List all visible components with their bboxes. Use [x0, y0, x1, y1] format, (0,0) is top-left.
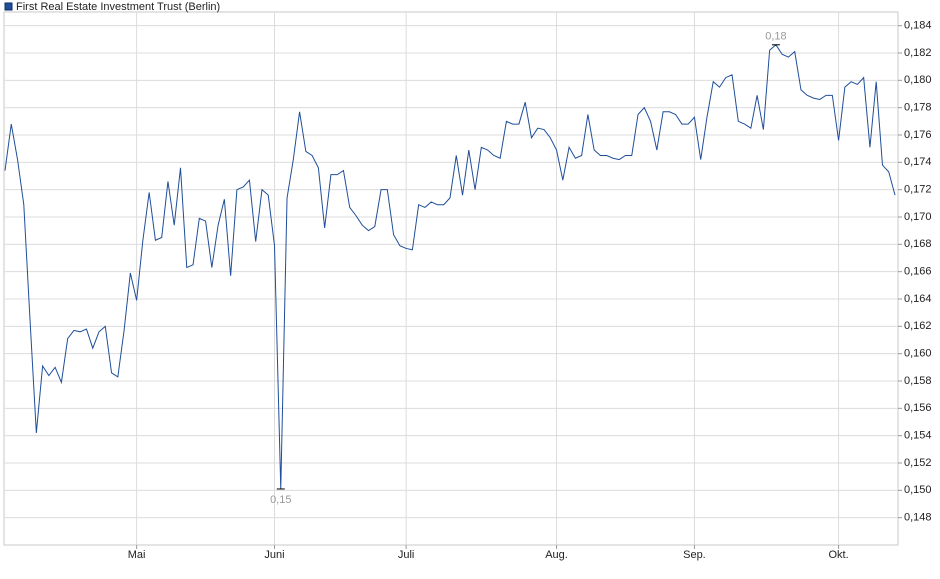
plot-frame: [3, 11, 899, 546]
y-tick-label: 0,184: [904, 20, 932, 32]
y-tick-label: 0,182: [904, 47, 932, 59]
y-tick-label: 0,154: [904, 430, 932, 442]
legend-swatch: [4, 2, 13, 11]
y-tick-label: 0,174: [904, 156, 932, 168]
y-tick-label: 0,152: [904, 457, 932, 469]
y-tick-label: 0,172: [904, 184, 932, 196]
x-tick-label: Mai: [128, 549, 146, 561]
y-tick-label: 0,160: [904, 348, 932, 360]
x-tick-label: Juni: [264, 549, 284, 561]
y-tick-label: 0,162: [904, 320, 932, 332]
y-tick-label: 0,164: [904, 293, 932, 305]
x-tick-label: Juli: [398, 549, 415, 561]
y-tick-label: 0,156: [904, 402, 932, 414]
max-label: 0,18: [765, 31, 786, 43]
y-tick-label: 0,158: [904, 375, 932, 387]
x-tick-label: Aug.: [545, 549, 568, 561]
y-tick-label: 0,166: [904, 266, 932, 278]
y-tick-label: 0,148: [904, 512, 932, 524]
y-tick-label: 0,180: [904, 74, 932, 86]
x-tick-label: Sep.: [683, 549, 706, 561]
y-tick-label: 0,170: [904, 211, 932, 223]
line-series: [4, 44, 896, 489]
legend-label: First Real Estate Investment Trust (Berl…: [16, 1, 220, 13]
x-tick-label: Okt.: [829, 549, 849, 561]
y-tick-label: 0,168: [904, 238, 932, 250]
y-tick-label: 0,150: [904, 484, 932, 496]
y-tick-label: 0,178: [904, 102, 932, 114]
min-label: 0,15: [270, 494, 291, 506]
y-tick-label: 0,176: [904, 129, 932, 141]
